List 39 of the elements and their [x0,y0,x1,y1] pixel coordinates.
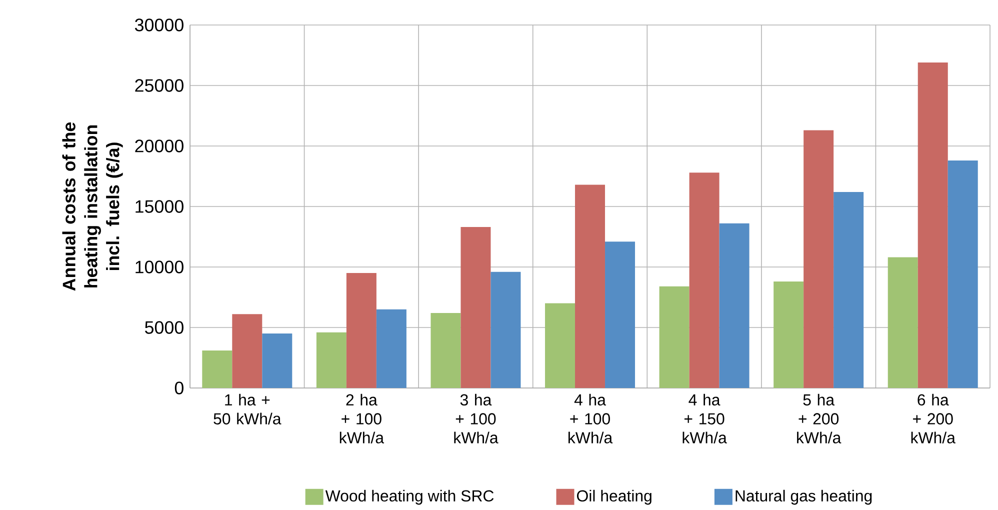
legend-label: Natural gas heating [736,490,872,505]
bar [316,332,346,388]
bar [774,282,804,388]
bar [545,303,576,388]
y-tick-label: 10000 [136,260,184,274]
x-tick-label: 2 ha + 100 kWh/a [340,394,384,444]
bar [689,172,720,388]
y-tick-label: 30000 [134,18,184,32]
y-tick-label: 5000 [144,321,184,334]
x-tick-label: 4 ha + 100 kWh/a [568,394,613,444]
bar [202,350,232,388]
bar [605,242,636,388]
bar [262,334,292,388]
x-tick-label: 1 ha + 50 kWh/a [214,394,282,424]
bar [719,223,750,388]
bar [918,62,948,388]
y-tick-label: 25000 [135,79,184,92]
bar [376,309,406,388]
bar [659,286,690,388]
y-tick-label: 20000 [135,140,184,152]
x-tick-label: 5 ha + 200 kWh/a [797,394,842,444]
bar [948,160,978,388]
y-tick-label: 0 [174,382,184,394]
bar [888,257,918,388]
bar [575,184,606,388]
y-tick-label: 15000 [136,200,184,213]
x-tick-label: 3 ha + 100 kWh/a [454,394,498,444]
bar [232,314,262,388]
bar [834,192,864,388]
bar [490,272,521,388]
bar [346,273,376,388]
x-tick-label: 6 ha + 200 kWh/a [911,394,956,444]
legend-label: Wood heating with SRC [325,490,494,505]
legend-label: Oil heating [577,490,652,505]
x-tick-label: 4 ha + 150 kWh/a [682,394,727,444]
bar [460,227,491,388]
bar [804,130,834,388]
y-axis-title: Annual costs of the heating installation incl. fuels (€/a) [62,122,123,291]
bar [430,312,461,388]
